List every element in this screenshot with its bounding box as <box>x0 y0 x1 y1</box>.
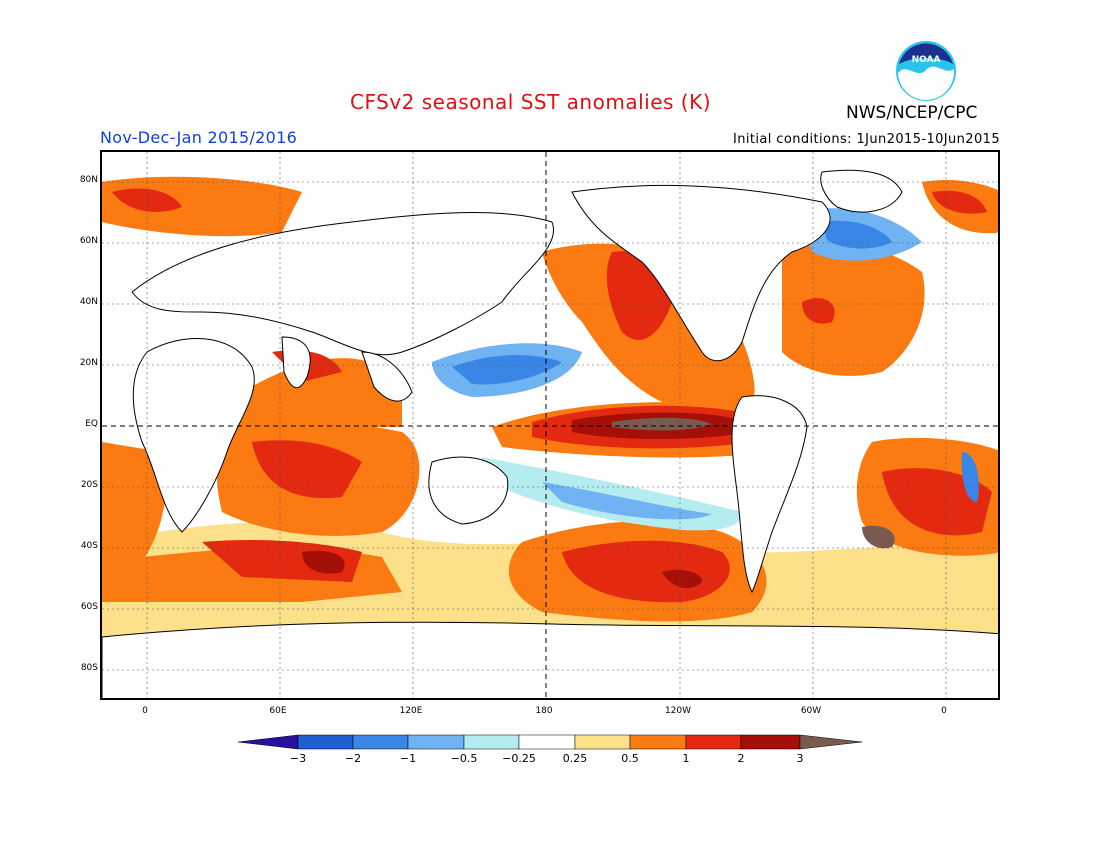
antarctica <box>102 621 998 698</box>
lat-label: 40S <box>80 541 98 551</box>
colorbar-swatch <box>740 734 801 750</box>
lat-label: 40N <box>79 297 98 307</box>
colorbar-swatch <box>574 734 631 750</box>
colorbar-label: 3 <box>796 752 804 765</box>
colorbar-label: 1 <box>682 752 690 765</box>
north-america <box>571 184 831 362</box>
colorbar-label: 0.5 <box>621 752 639 765</box>
australia <box>428 456 509 525</box>
lat-label: 60N <box>79 236 98 246</box>
colorbar-swatch <box>297 734 354 750</box>
lat-label: 80N <box>79 175 98 185</box>
lat-label: 80S <box>80 663 98 673</box>
colorbar-max-arrow <box>799 734 863 750</box>
southeast-asia <box>361 351 413 402</box>
colorbar-label: 2 <box>737 752 745 765</box>
colorbar-label: −3 <box>289 752 307 765</box>
lon-label: 180 <box>535 706 553 716</box>
colorbar-label: 0.25 <box>562 752 588 765</box>
colorbar-label: −0.5 <box>450 752 478 765</box>
svg-text:NOAA: NOAA <box>912 55 941 65</box>
lon-label: 60W <box>800 706 822 716</box>
lat-label: 60S <box>80 602 98 612</box>
india <box>281 336 311 389</box>
colorbar-label: −1 <box>399 752 417 765</box>
graticule <box>102 152 998 698</box>
colorbar-label: −2 <box>344 752 362 765</box>
eurasia <box>131 212 555 356</box>
colorbar-swatch <box>407 734 465 750</box>
greenland <box>820 169 903 213</box>
lat-label: 20N <box>79 358 98 368</box>
map-canvas <box>102 152 998 698</box>
forecast-period: Nov-Dec-Jan 2015/2016 <box>100 128 298 147</box>
lon-label: 60E <box>269 706 287 716</box>
continents <box>102 169 998 698</box>
africa <box>132 338 255 533</box>
lon-label: 120E <box>399 706 423 716</box>
colorbar-label: −0.25 <box>502 752 536 765</box>
lat-label: EQ <box>85 419 98 429</box>
colorbar-swatch <box>685 734 742 750</box>
lon-label: 0 <box>142 706 148 716</box>
color-bar <box>238 734 863 750</box>
colorbar-swatch <box>352 734 409 750</box>
colorbar-swatch <box>463 734 520 750</box>
lon-label: 120W <box>664 706 692 716</box>
colorbar-swatch <box>518 734 576 750</box>
lon-label: 0 <box>941 706 947 716</box>
noaa-logo: NOAA <box>896 41 956 101</box>
south-america <box>731 395 808 594</box>
map-title: CFSv2 seasonal SST anomalies (K) <box>350 90 711 114</box>
organization-label: NWS/NCEP/CPC <box>846 103 978 123</box>
initial-conditions: Initial conditions: 1Jun2015-10Jun2015 <box>733 132 1000 147</box>
colorbar-swatch <box>629 734 687 750</box>
equator-dateline <box>102 152 998 698</box>
sst-anomaly-map <box>100 150 1000 700</box>
colorbar-min-arrow <box>238 734 299 750</box>
lat-label: 20S <box>80 480 98 490</box>
